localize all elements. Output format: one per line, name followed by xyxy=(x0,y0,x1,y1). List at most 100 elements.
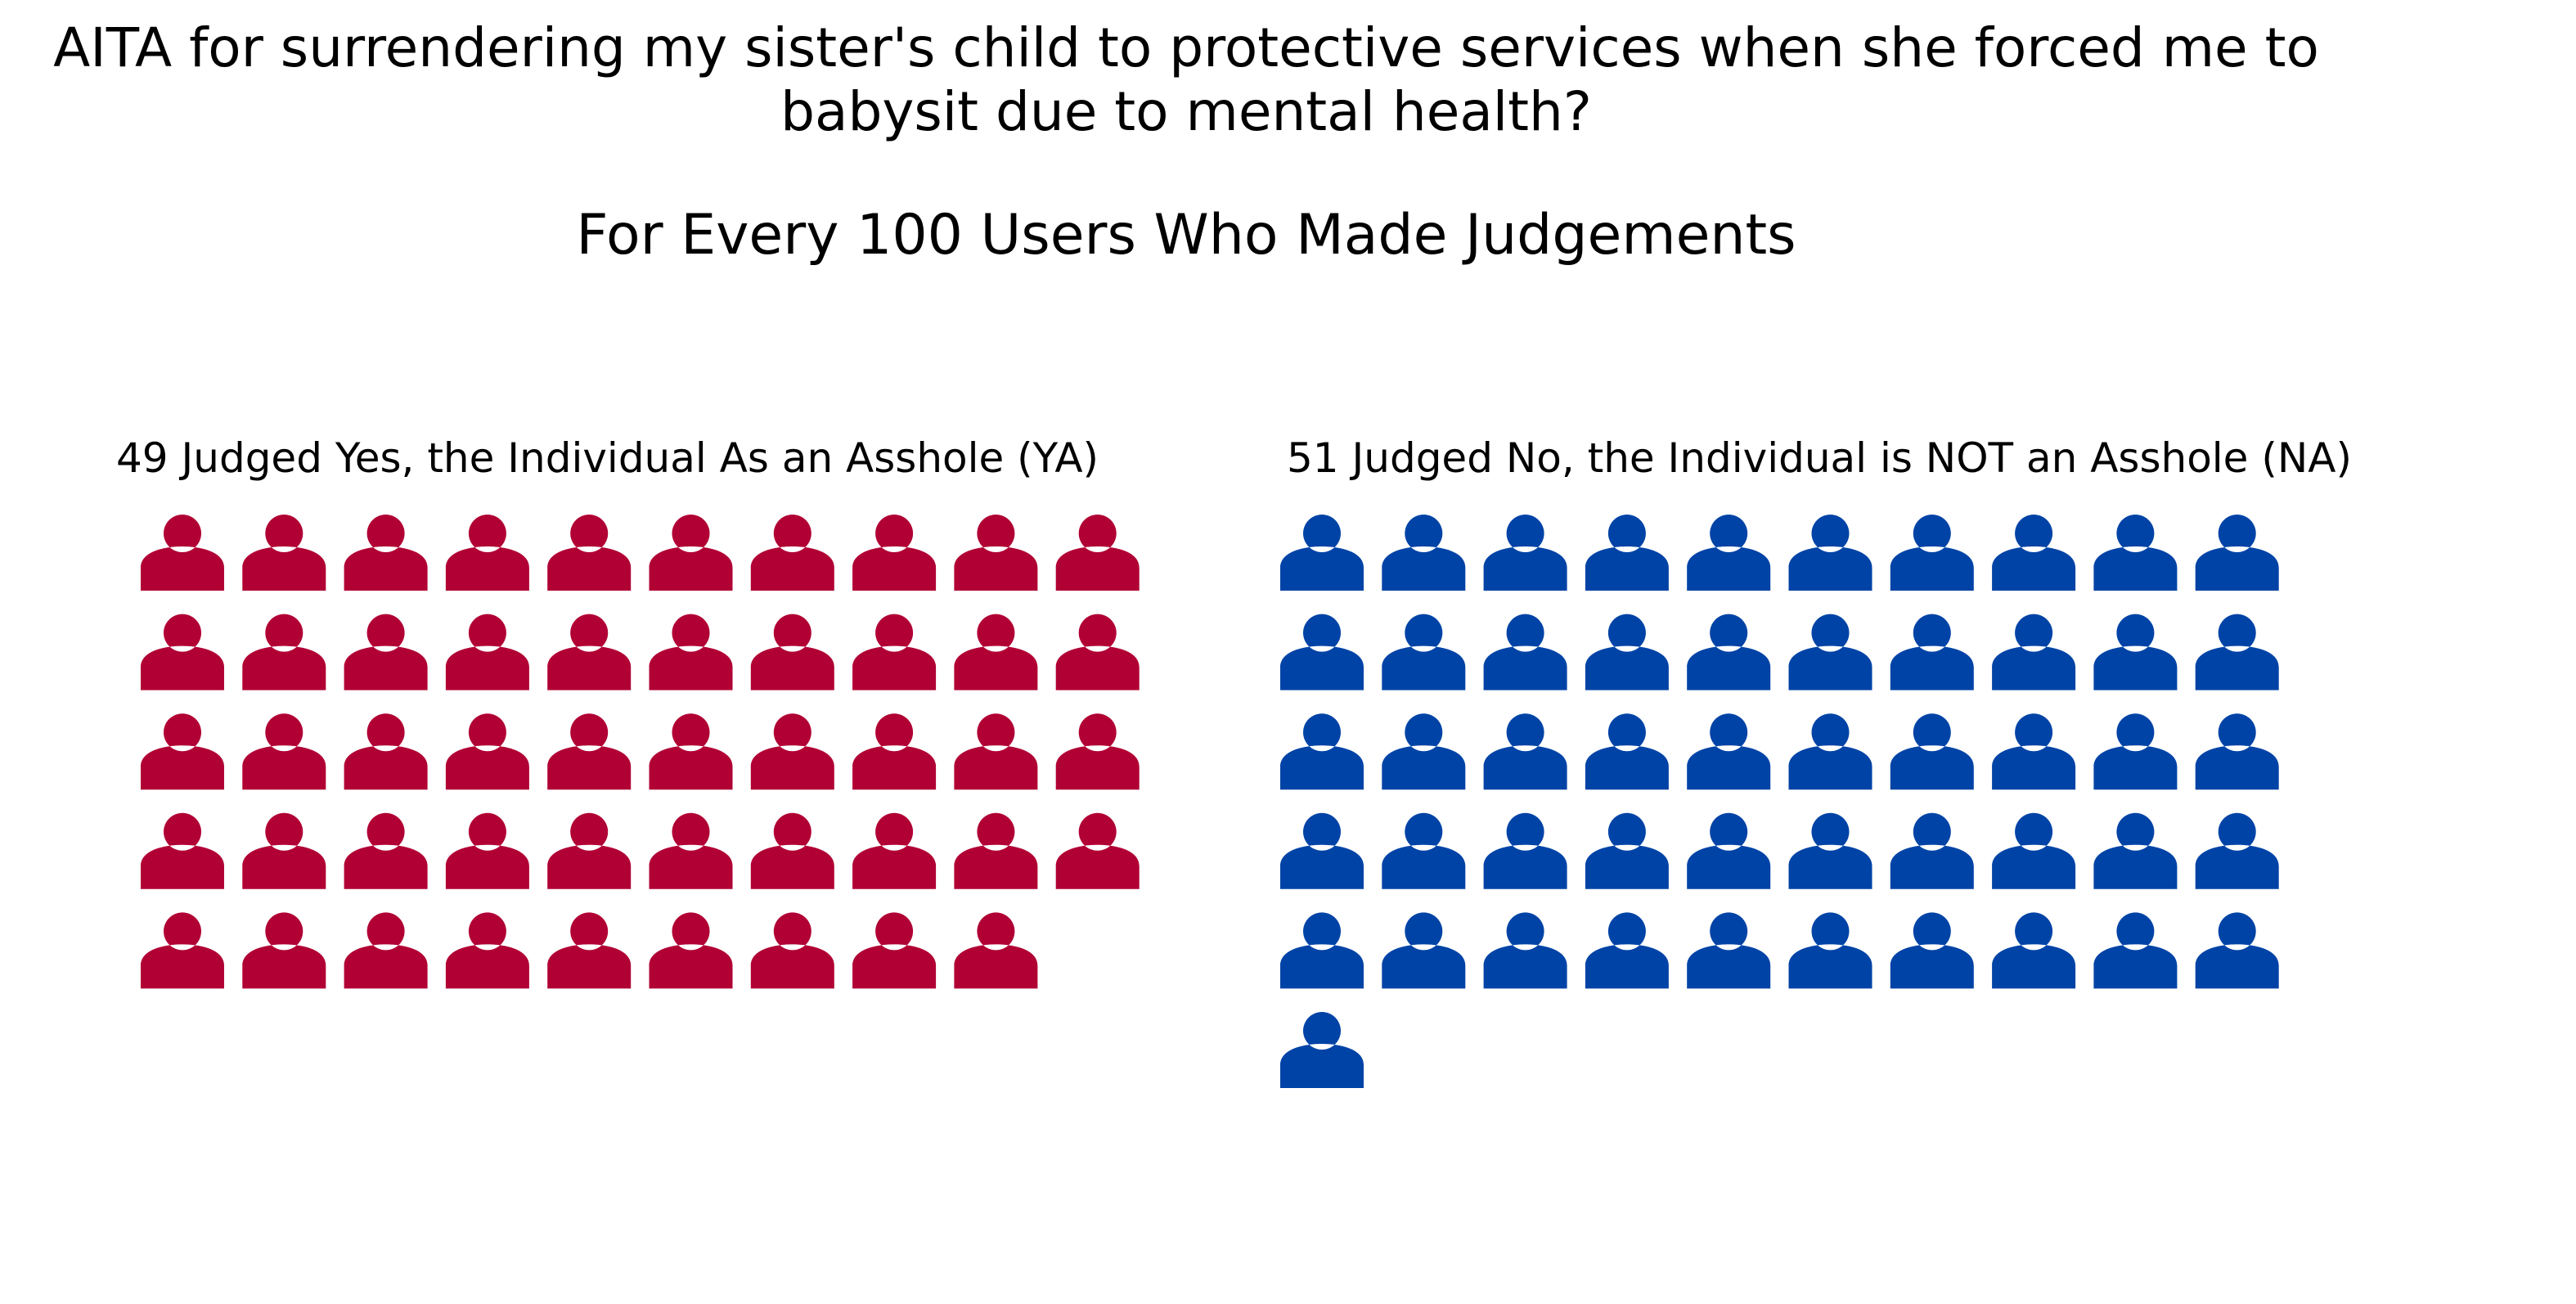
person-icon xyxy=(1055,812,1140,889)
person-icon xyxy=(547,713,632,790)
pictogram-group-na xyxy=(1280,515,2279,1088)
person-icon xyxy=(649,912,733,989)
person-icon xyxy=(649,614,733,690)
person-icon xyxy=(954,812,1038,889)
person-icon xyxy=(1280,515,1364,591)
person-icon xyxy=(344,812,428,889)
person-icon xyxy=(1483,515,1567,591)
person-icon xyxy=(1382,713,1466,790)
person-icon xyxy=(1687,812,1771,889)
person-icon xyxy=(1890,713,1974,790)
person-icon xyxy=(750,614,834,690)
person-icon xyxy=(242,812,326,889)
chart-title: AITA for surrendering my sister's child … xyxy=(0,16,2372,144)
person-icon xyxy=(1382,515,1466,591)
person-icon xyxy=(1280,912,1364,989)
person-icon xyxy=(1382,812,1466,889)
person-icon xyxy=(1687,515,1771,591)
person-icon xyxy=(852,713,937,790)
person-icon xyxy=(954,912,1038,989)
person-icon xyxy=(1585,614,1669,690)
person-icon xyxy=(242,713,326,790)
person-icon xyxy=(1483,812,1567,889)
person-icon xyxy=(344,614,428,690)
person-icon xyxy=(1687,614,1771,690)
person-icon xyxy=(1788,515,1872,591)
person-icon xyxy=(2195,614,2279,690)
person-icon xyxy=(1280,1012,1364,1088)
person-icon xyxy=(1280,713,1364,790)
person-icon xyxy=(2093,912,2178,989)
person-icon xyxy=(242,614,326,690)
person-icon xyxy=(2195,812,2279,889)
person-icon xyxy=(1992,614,2076,690)
person-icon xyxy=(649,515,733,591)
person-icon xyxy=(1992,713,2076,790)
person-icon xyxy=(852,614,937,690)
chart-subtitle: For Every 100 Users Who Made Judgements xyxy=(576,203,1796,268)
person-icon xyxy=(852,515,937,591)
pictogram-group-ya xyxy=(141,515,1140,989)
person-icon xyxy=(1585,812,1669,889)
person-icon xyxy=(445,713,529,790)
person-icon xyxy=(1788,812,1872,889)
group-label-ya: 49 Judged Yes, the Individual As an Assh… xyxy=(116,434,1099,482)
person-icon xyxy=(2093,515,2178,591)
person-icon xyxy=(141,912,224,989)
person-icon xyxy=(2195,515,2279,591)
person-icon xyxy=(1055,614,1140,690)
person-icon xyxy=(1788,713,1872,790)
person-icon xyxy=(445,912,529,989)
person-icon xyxy=(1585,912,1669,989)
chart-title-line-1: AITA for surrendering my sister's child … xyxy=(53,16,2319,79)
person-icon xyxy=(547,614,632,690)
person-icon xyxy=(954,713,1038,790)
person-icon xyxy=(1585,515,1669,591)
person-icon xyxy=(1890,614,1974,690)
person-icon xyxy=(547,812,632,889)
person-icon xyxy=(1890,912,1974,989)
person-icon xyxy=(649,812,733,889)
person-icon xyxy=(2093,614,2178,690)
person-icon xyxy=(2093,713,2178,790)
person-icon xyxy=(1788,912,1872,989)
person-icon xyxy=(141,713,224,790)
person-icon xyxy=(1687,912,1771,989)
person-icon xyxy=(1585,713,1669,790)
person-icon xyxy=(445,614,529,690)
person-icon xyxy=(547,912,632,989)
person-icon xyxy=(141,515,224,591)
person-icon xyxy=(1483,713,1567,790)
person-icon xyxy=(2093,812,2178,889)
person-icon xyxy=(445,515,529,591)
person-icon xyxy=(141,614,224,690)
person-icon xyxy=(547,515,632,591)
person-icon xyxy=(750,713,834,790)
chart-title-line-2: babysit due to mental health? xyxy=(780,80,1592,143)
person-icon xyxy=(1280,812,1364,889)
person-icon xyxy=(1788,614,1872,690)
person-icon xyxy=(1483,614,1567,690)
person-icon xyxy=(1890,812,1974,889)
person-icon xyxy=(1055,713,1140,790)
person-icon xyxy=(750,812,834,889)
person-icon xyxy=(1890,515,1974,591)
person-icon xyxy=(445,812,529,889)
person-icon xyxy=(852,912,937,989)
person-icon xyxy=(1992,812,2076,889)
person-icon xyxy=(649,713,733,790)
person-icon xyxy=(954,515,1038,591)
person-icon xyxy=(1280,614,1364,690)
person-icon xyxy=(750,912,834,989)
person-icon xyxy=(954,614,1038,690)
person-icon xyxy=(1055,515,1140,591)
person-icon xyxy=(1687,713,1771,790)
person-icon xyxy=(2195,912,2279,989)
person-icon xyxy=(1992,515,2076,591)
person-icon xyxy=(1483,912,1567,989)
person-icon xyxy=(1992,912,2076,989)
person-icon xyxy=(344,912,428,989)
person-icon xyxy=(242,515,326,591)
person-icon xyxy=(344,515,428,591)
